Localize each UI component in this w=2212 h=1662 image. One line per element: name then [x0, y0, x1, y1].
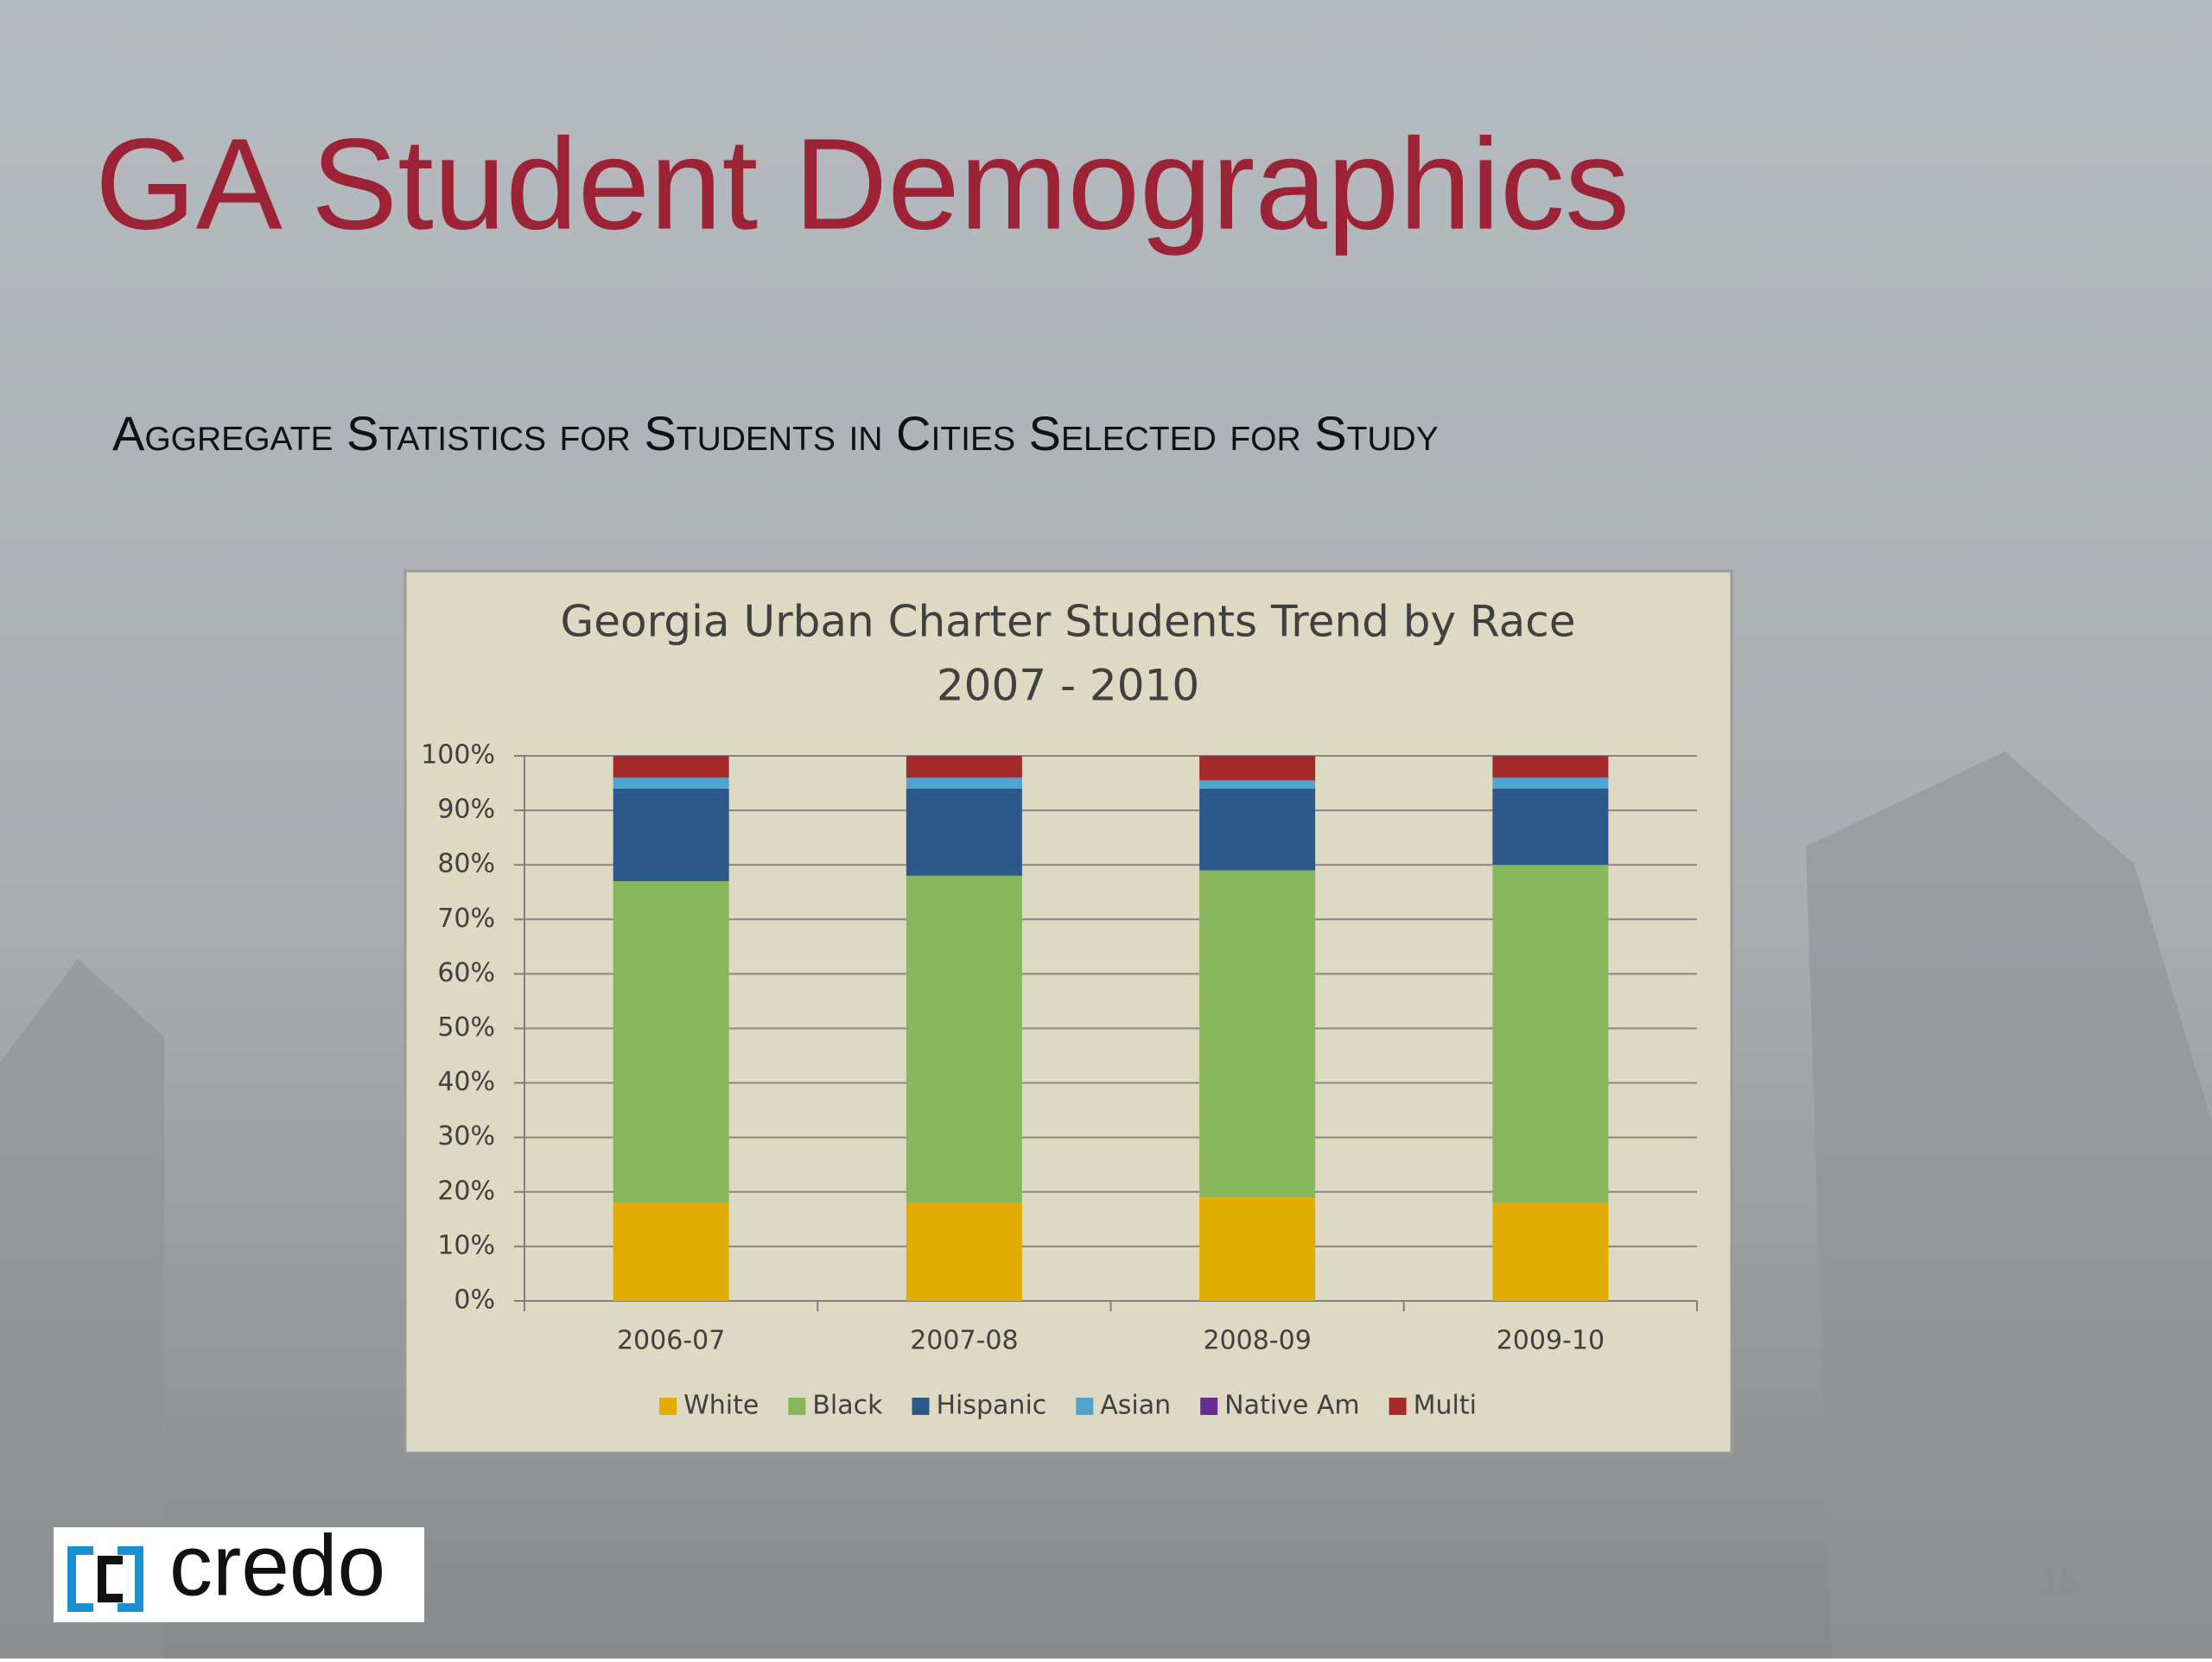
bar-segment: [613, 788, 729, 882]
bar-segment: [1492, 777, 1609, 789]
bar-segment: [906, 875, 1022, 1203]
y-tick-label: 90%: [437, 795, 495, 825]
y-tick-label: 20%: [437, 1176, 495, 1206]
slide-title: GA Student Demographics: [95, 111, 1630, 257]
bar-segment: [906, 1202, 1022, 1301]
bar-segment: [906, 756, 1022, 778]
y-tick-label: 30%: [437, 1121, 495, 1151]
y-tick-label: 10%: [437, 1230, 495, 1260]
bar-segment: [906, 788, 1022, 876]
x-tick-label: 2007-08: [910, 1326, 1018, 1356]
y-tick-label: 100%: [421, 740, 495, 771]
legend: White Black Hispanic Asian Native Am Multi: [659, 1391, 1477, 1421]
bar-segment: [1492, 865, 1609, 1203]
chart-title: Georgia Urban Charter Students Trend by …: [561, 597, 1576, 647]
legend-swatch: [1076, 1398, 1094, 1415]
y-tick-label: 40%: [437, 1067, 495, 1097]
x-tick-label: 2006-07: [617, 1326, 725, 1356]
x-tick-label: 2008-09: [1203, 1326, 1311, 1356]
logo-icon: [67, 1546, 143, 1612]
bar-segment: [1199, 1197, 1316, 1301]
chart-subtitle: 2007 - 2010: [937, 661, 1199, 711]
bar-segment: [1492, 1202, 1609, 1301]
bar-segment: [1492, 756, 1609, 778]
bar-segment: [906, 777, 1022, 789]
bar-segment: [613, 777, 729, 789]
building-silhouette: [1806, 752, 2212, 1659]
logo-text: credo: [169, 1517, 385, 1614]
legend-label: Multi: [1414, 1391, 1477, 1421]
legend-label: Black: [812, 1391, 883, 1421]
plot: 0% 10% 20% 30% 40% 50% 60% 70% 80% 90% 100% 2006-07…: [421, 740, 1698, 1421]
legend-swatch: [912, 1398, 930, 1415]
y-tick-label: 60%: [437, 958, 495, 988]
legend-label: Hispanic: [936, 1391, 1046, 1421]
legend-swatch: [1389, 1398, 1407, 1415]
logo-box: [54, 1527, 424, 1622]
logo-icon: [98, 1556, 123, 1602]
building-silhouette: [0, 959, 164, 1659]
legend-swatch: [1200, 1398, 1218, 1415]
slide-subtitle: Aggregate Statistics for Students in Cit…: [112, 406, 1439, 460]
bar-segment: [1199, 870, 1316, 1198]
x-tick-label: 2009-10: [1497, 1326, 1605, 1356]
y-tick-label: 0%: [454, 1285, 495, 1316]
bar-segment: [1492, 788, 1609, 866]
bar-segment: [1199, 788, 1316, 871]
legend-label: Asian: [1100, 1391, 1171, 1421]
bar-segment: [1199, 756, 1316, 781]
bar-segment: [613, 881, 729, 1203]
bar-segment: [613, 756, 729, 778]
page-number: 15: [2041, 1562, 2080, 1600]
y-tick-label: 70%: [437, 904, 495, 934]
legend-label: White: [683, 1391, 759, 1421]
y-tick-label: 50%: [437, 1012, 495, 1043]
y-tick-label: 80%: [437, 849, 495, 879]
bar-segment: [1199, 780, 1316, 789]
legend-swatch: [788, 1398, 806, 1415]
legend-label: Native Am: [1224, 1391, 1359, 1421]
legend-swatch: [659, 1398, 677, 1415]
bar-segment: [613, 1202, 729, 1301]
